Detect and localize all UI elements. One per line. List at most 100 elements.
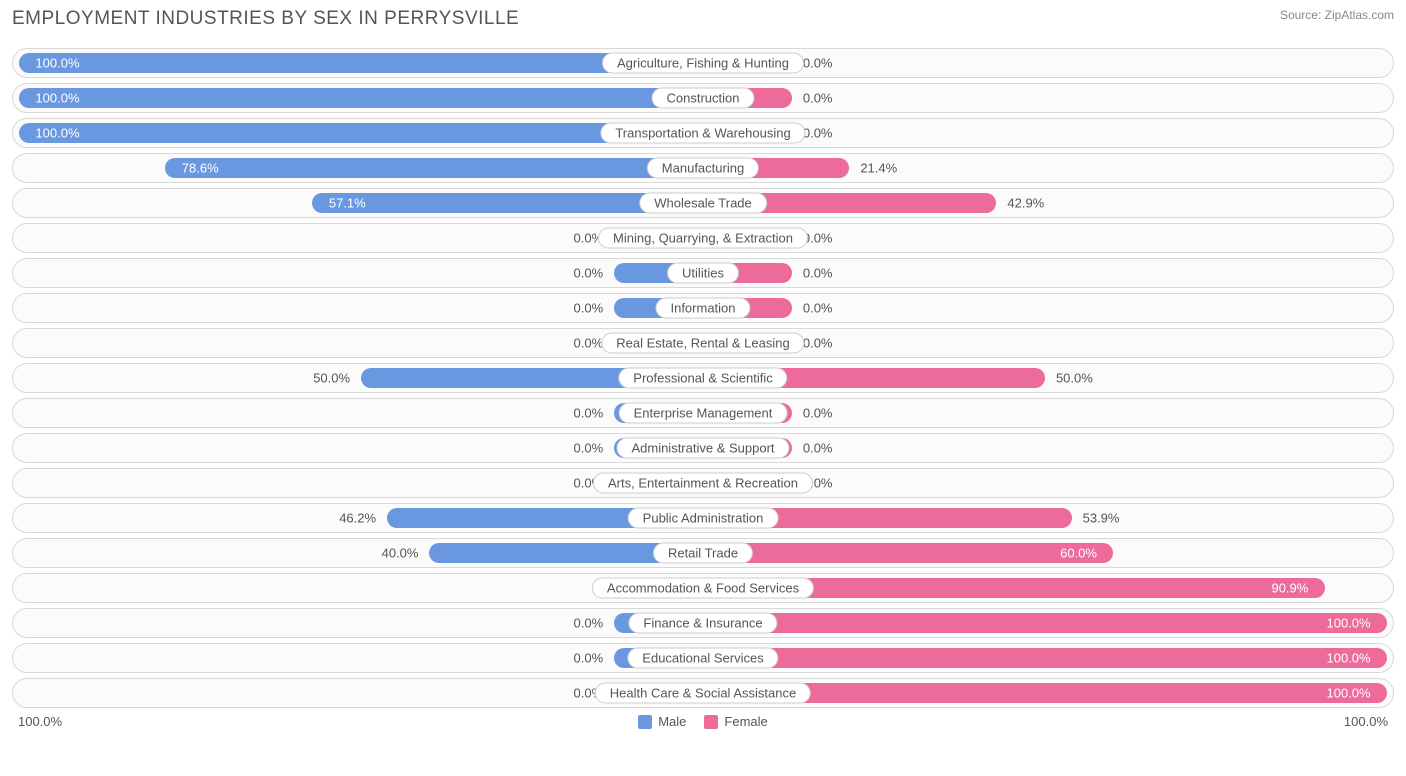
bar-track: 100.0% 0.0% Construction <box>19 88 1387 108</box>
bar-female <box>703 648 1387 668</box>
header: EMPLOYMENT INDUSTRIES BY SEX IN PERRYSVI… <box>12 8 1394 30</box>
bar-female <box>703 543 1113 563</box>
pct-label-male: 0.0% <box>574 266 604 281</box>
pct-label-male: 40.0% <box>382 546 419 561</box>
legend-label-male: Male <box>658 714 686 729</box>
bar-track: 0.0% 0.0%Real Estate, Rental & Leasing <box>19 333 1387 353</box>
legend-swatch-female <box>704 715 718 729</box>
row-label: Arts, Entertainment & Recreation <box>593 473 813 494</box>
bar-track: 0.0%0.0%Mining, Quarrying, & Extraction <box>19 228 1387 248</box>
chart-row: 100.0% 0.0%Transportation & Warehousing <box>12 118 1394 148</box>
row-label: Real Estate, Rental & Leasing <box>601 333 804 354</box>
legend-label-female: Female <box>724 714 767 729</box>
legend-swatch-male <box>638 715 652 729</box>
bar-track: 78.6% 21.4% Manufacturing <box>19 158 1387 178</box>
pct-label-female: 100.0% <box>1327 616 1371 631</box>
row-label: Accommodation & Food Services <box>592 578 814 599</box>
row-label: Mining, Quarrying, & Extraction <box>598 228 808 249</box>
bar-track: 100.0% 0.0%Agriculture, Fishing & Hunting <box>19 53 1387 73</box>
bar-track: 50.0%50.0%Professional & Scientific <box>19 368 1387 388</box>
pct-label-female: 0.0% <box>803 126 833 141</box>
pct-label-female: 0.0% <box>803 441 833 456</box>
bar-track: 40.0% 60.0% Retail Trade <box>19 543 1387 563</box>
bar-track: 0.0%100.0%Educational Services <box>19 648 1387 668</box>
pct-label-female: 50.0% <box>1056 371 1093 386</box>
bar-track: 0.0% 0.0% Enterprise Management <box>19 403 1387 423</box>
pct-label-female: 21.4% <box>860 161 897 176</box>
chart-row: 100.0% 0.0% Construction <box>12 83 1394 113</box>
chart-row: 100.0% 0.0%Agriculture, Fishing & Hunting <box>12 48 1394 78</box>
chart-title: EMPLOYMENT INDUSTRIES BY SEX IN PERRYSVI… <box>12 8 519 30</box>
pct-label-female: 53.9% <box>1083 511 1120 526</box>
legend: Male Female <box>62 714 1344 729</box>
row-label: Information <box>655 298 750 319</box>
pct-label-female: 0.0% <box>803 406 833 421</box>
pct-label-female: 100.0% <box>1327 651 1371 666</box>
chart-row: 0.0%100.0%Health Care & Social Assistanc… <box>12 678 1394 708</box>
row-label: Enterprise Management <box>619 403 788 424</box>
pct-label-male: 0.0% <box>574 301 604 316</box>
chart-row: 0.0% 0.0% Utilities <box>12 258 1394 288</box>
bar-track: 100.0% 0.0%Transportation & Warehousing <box>19 123 1387 143</box>
pct-label-female: 0.0% <box>803 301 833 316</box>
chart-row: 0.0%0.0%Mining, Quarrying, & Extraction <box>12 223 1394 253</box>
pct-label-female: 60.0% <box>1060 546 1097 561</box>
bar-male <box>19 53 703 73</box>
pct-label-female: 0.0% <box>803 336 833 351</box>
chart-row: 0.0% 0.0% Information <box>12 293 1394 323</box>
bar-female <box>703 613 1387 633</box>
row-label: Finance & Insurance <box>628 613 777 634</box>
bar-male <box>165 158 703 178</box>
bar-track: 0.0% 0.0% Utilities <box>19 263 1387 283</box>
legend-item-male: Male <box>638 714 686 729</box>
row-label: Health Care & Social Assistance <box>595 683 811 704</box>
bar-track: 0.0% 0.0% Information <box>19 298 1387 318</box>
chart-row: 0.0%0.0%Arts, Entertainment & Recreation <box>12 468 1394 498</box>
pct-label-male: 0.0% <box>574 406 604 421</box>
pct-label-female: 0.0% <box>803 56 833 71</box>
pct-label-male: 46.2% <box>339 511 376 526</box>
pct-label-male: 100.0% <box>35 126 79 141</box>
chart-row: 0.0% 100.0% Finance & Insurance <box>12 608 1394 638</box>
bar-track: 9.1%90.9%Accommodation & Food Services <box>19 578 1387 598</box>
chart-row: 0.0% 0.0% Enterprise Management <box>12 398 1394 428</box>
row-label: Utilities <box>667 263 739 284</box>
pct-label-male: 57.1% <box>329 196 366 211</box>
axis-label-right: 100.0% <box>1344 714 1388 729</box>
row-label: Construction <box>652 88 755 109</box>
row-label: Retail Trade <box>653 543 753 564</box>
bar-male <box>19 88 703 108</box>
bar-track: 0.0% 100.0% Finance & Insurance <box>19 613 1387 633</box>
chart-row: 9.1%90.9%Accommodation & Food Services <box>12 573 1394 603</box>
pct-label-male: 100.0% <box>35 91 79 106</box>
chart-row: 0.0% 0.0%Real Estate, Rental & Leasing <box>12 328 1394 358</box>
chart-row: 0.0% 0.0% Administrative & Support <box>12 433 1394 463</box>
chart-row: 46.2% 53.9% Public Administration <box>12 503 1394 533</box>
pct-label-female: 42.9% <box>1007 196 1044 211</box>
pct-label-female: 0.0% <box>803 266 833 281</box>
pct-label-male: 0.0% <box>574 616 604 631</box>
pct-label-male: 0.0% <box>574 441 604 456</box>
chart-row: 57.1% 42.9% Wholesale Trade <box>12 188 1394 218</box>
row-label: Manufacturing <box>647 158 759 179</box>
row-label: Professional & Scientific <box>618 368 787 389</box>
chart-footer: 100.0% Male Female 100.0% <box>12 714 1394 729</box>
row-label: Wholesale Trade <box>639 193 767 214</box>
source-label: Source: ZipAtlas.com <box>1280 8 1394 22</box>
row-label: Transportation & Warehousing <box>600 123 805 144</box>
axis-label-left: 100.0% <box>18 714 62 729</box>
bar-track: 57.1% 42.9% Wholesale Trade <box>19 193 1387 213</box>
bar-track: 0.0%100.0%Health Care & Social Assistanc… <box>19 683 1387 703</box>
row-label: Agriculture, Fishing & Hunting <box>602 53 804 74</box>
bar-track: 0.0% 0.0% Administrative & Support <box>19 438 1387 458</box>
chart-row: 50.0%50.0%Professional & Scientific <box>12 363 1394 393</box>
bar-track: 46.2% 53.9% Public Administration <box>19 508 1387 528</box>
chart-row: 78.6% 21.4% Manufacturing <box>12 153 1394 183</box>
pct-label-male: 0.0% <box>574 336 604 351</box>
pct-label-male: 78.6% <box>182 161 219 176</box>
row-label: Administrative & Support <box>616 438 789 459</box>
pct-label-male: 100.0% <box>35 56 79 71</box>
pct-label-female: 90.9% <box>1271 581 1308 596</box>
pct-label-female: 0.0% <box>803 91 833 106</box>
row-label: Public Administration <box>628 508 779 529</box>
